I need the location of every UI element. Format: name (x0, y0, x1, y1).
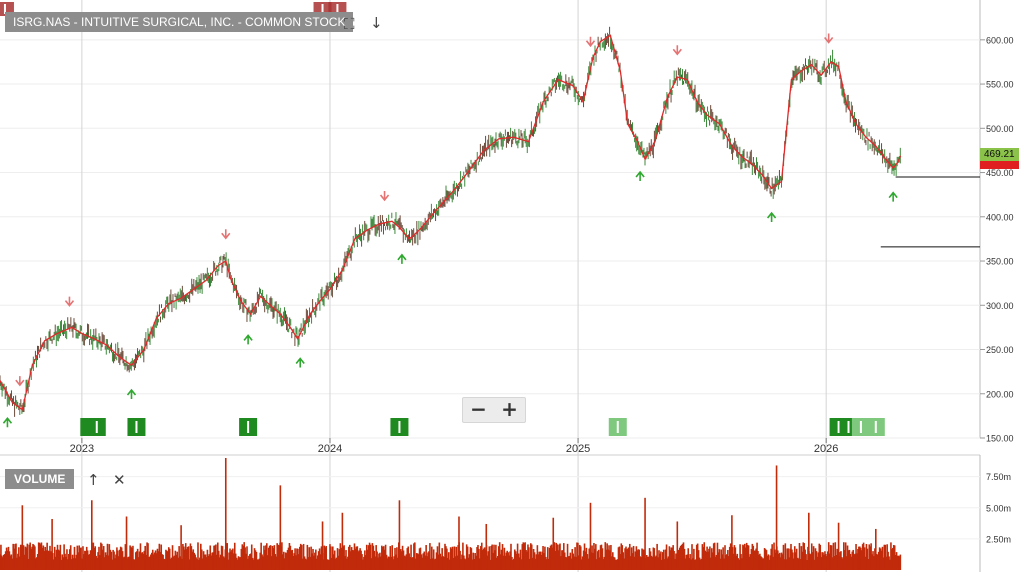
buy-signal-arrow (635, 170, 645, 182)
signal-bar-mark (95, 421, 98, 433)
volume-tick-label: 7.50m (986, 472, 1011, 482)
year-label: 2024 (318, 443, 342, 455)
sell-signal-arrow (824, 33, 834, 44)
top-signal-mark (336, 4, 339, 14)
buy-signal-arrow (2, 417, 13, 428)
move-up-icon[interactable]: ↑ (87, 471, 100, 489)
sell-signal-arrow (672, 45, 682, 56)
price-line-series (0, 34, 902, 411)
sell-signal-arrow (585, 36, 596, 48)
price-tick-label: 400.00 (986, 212, 1014, 222)
fullscreen-icon[interactable]: ⛶ (344, 15, 355, 33)
price-tick-label: 300.00 (986, 301, 1014, 311)
buy-signal-arrow (397, 253, 407, 264)
buy-signal-arrow (766, 211, 777, 223)
zoom-control: − + (462, 397, 526, 423)
buy-signal-arrow (295, 357, 305, 368)
price-tick-label: 600.00 (986, 35, 1014, 45)
chart-title: ISRG.NAS - INTUITIVE SURGICAL, INC. - CO… (5, 12, 354, 32)
signal-bar-mark (247, 421, 250, 433)
price-tick-label: 150.00 (986, 434, 1014, 444)
last-price-tag: 469.21 (980, 148, 1019, 162)
year-label: 2025 (566, 443, 590, 455)
price-candles (0, 26, 901, 417)
second-price-tag: 465.00 (980, 161, 1019, 169)
volume-panel-label: VOLUME (5, 469, 75, 489)
zoom-out-button[interactable]: − (470, 397, 487, 421)
signal-bar-mark (874, 421, 877, 433)
volume-bars (0, 458, 902, 570)
signal-bar-mark (398, 421, 401, 433)
year-label: 2026 (814, 443, 838, 455)
sell-signal-arrow (15, 376, 25, 387)
signal-bar-mark (847, 421, 850, 433)
volume-tick-label: 2.50m (986, 534, 1011, 544)
zoom-in-button[interactable]: + (501, 397, 518, 421)
download-icon[interactable]: ↓ (370, 14, 383, 32)
top-signal-mark (3, 4, 6, 14)
price-tick-label: 500.00 (986, 124, 1014, 134)
volume-tick-label: 5.00m (986, 503, 1011, 513)
signal-bar-mark (135, 421, 138, 433)
buy-signal-arrow (888, 191, 898, 202)
price-tick-label: 250.00 (986, 345, 1014, 355)
signal-bar-mark (837, 421, 840, 433)
price-tick-label: 350.00 (986, 257, 1014, 267)
signal-bar-mark (859, 421, 862, 433)
price-tick-label: 550.00 (986, 80, 1014, 90)
sell-signal-arrow (221, 229, 231, 240)
price-tick-label: 450.00 (986, 168, 1014, 178)
price-tick-label: 200.00 (986, 389, 1014, 399)
year-label: 2023 (70, 443, 94, 455)
signal-bar-mark (616, 421, 619, 433)
close-icon[interactable]: ✕ (113, 471, 126, 489)
sell-signal-arrow (64, 296, 75, 307)
buy-signal-arrow (243, 334, 253, 345)
top-signal-mark (321, 4, 324, 14)
buy-signal-arrow (126, 388, 137, 399)
sell-signal-arrow (379, 191, 390, 202)
